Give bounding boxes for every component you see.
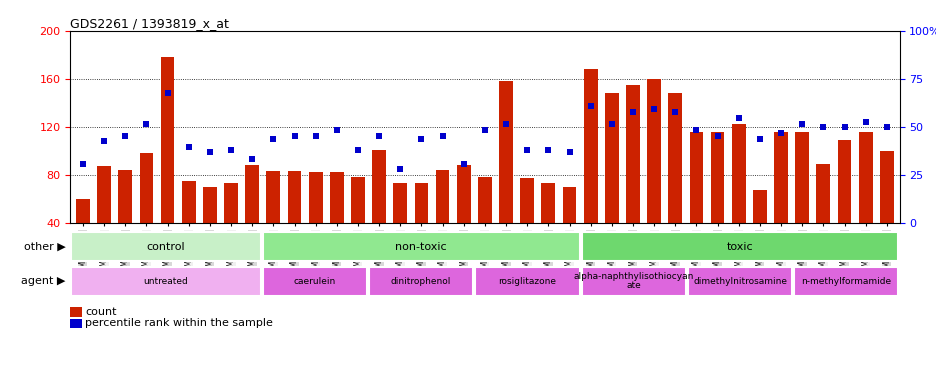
Text: dinitrophenol: dinitrophenol xyxy=(390,277,451,286)
Bar xyxy=(203,187,216,271)
Bar xyxy=(182,181,196,271)
Bar xyxy=(266,171,280,271)
Bar xyxy=(731,124,745,271)
Bar xyxy=(794,266,898,296)
Bar xyxy=(605,93,618,271)
Text: other ▶: other ▶ xyxy=(23,242,66,252)
Bar xyxy=(773,131,787,271)
Bar xyxy=(262,232,578,262)
Bar xyxy=(414,183,428,271)
Text: toxic: toxic xyxy=(726,242,753,252)
Bar xyxy=(647,79,660,271)
Text: untreated: untreated xyxy=(143,277,188,286)
Bar xyxy=(76,199,90,271)
Text: control: control xyxy=(147,242,185,252)
Bar xyxy=(753,190,766,271)
Bar xyxy=(519,178,534,271)
Text: alpha-naphthylisothiocyan
ate: alpha-naphthylisothiocyan ate xyxy=(573,272,694,290)
Bar xyxy=(245,165,258,271)
Bar xyxy=(879,151,893,271)
Bar xyxy=(625,85,639,271)
Bar xyxy=(541,183,555,271)
Bar xyxy=(457,165,470,271)
Bar xyxy=(262,266,367,296)
Bar xyxy=(351,177,364,271)
Bar xyxy=(71,232,260,262)
Text: caerulein: caerulein xyxy=(293,277,336,286)
Text: count: count xyxy=(85,307,117,317)
Bar xyxy=(581,232,898,262)
Bar xyxy=(372,149,386,271)
Text: percentile rank within the sample: percentile rank within the sample xyxy=(85,318,273,328)
Text: dimethylnitrosamine: dimethylnitrosamine xyxy=(693,277,786,286)
Bar xyxy=(287,171,301,271)
Text: agent ▶: agent ▶ xyxy=(22,276,66,286)
Bar xyxy=(329,172,344,271)
Bar xyxy=(71,266,260,296)
Text: non-toxic: non-toxic xyxy=(395,242,446,252)
Bar xyxy=(97,166,110,271)
Bar xyxy=(118,170,132,271)
Bar xyxy=(710,131,724,271)
Bar xyxy=(435,170,449,271)
Bar xyxy=(369,266,473,296)
Bar xyxy=(687,266,791,296)
Bar xyxy=(139,153,154,271)
Bar xyxy=(161,57,174,271)
Bar xyxy=(581,266,685,296)
Bar xyxy=(858,131,871,271)
Bar xyxy=(477,177,491,271)
Text: n-methylformamide: n-methylformamide xyxy=(800,277,890,286)
Bar xyxy=(689,131,703,271)
Text: GDS2261 / 1393819_x_at: GDS2261 / 1393819_x_at xyxy=(70,17,229,30)
Bar xyxy=(475,266,578,296)
Bar xyxy=(562,187,576,271)
Bar xyxy=(393,183,407,271)
Bar xyxy=(499,81,512,271)
Bar xyxy=(224,183,238,271)
Bar xyxy=(795,131,808,271)
Bar xyxy=(837,140,851,271)
Bar xyxy=(309,172,322,271)
Text: rosiglitazone: rosiglitazone xyxy=(498,277,556,286)
Bar xyxy=(583,69,597,271)
Bar xyxy=(667,93,681,271)
Bar xyxy=(815,164,829,271)
